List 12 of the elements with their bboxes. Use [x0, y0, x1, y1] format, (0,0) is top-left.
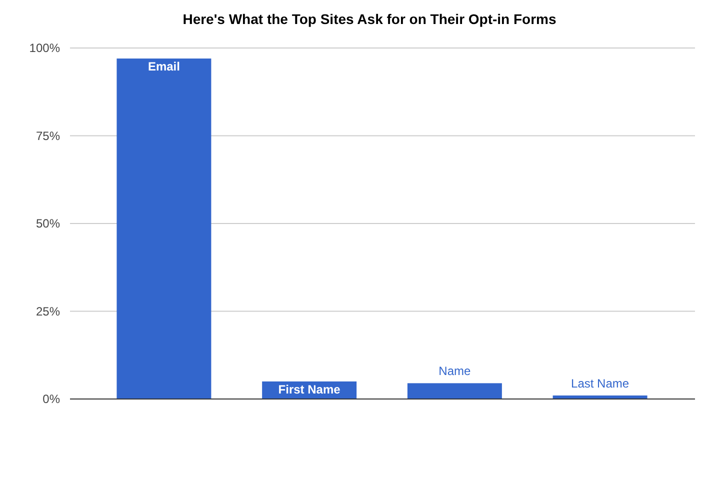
x-tick-label: Email	[148, 60, 180, 74]
x-tick-label: Name	[438, 364, 472, 378]
y-tick-label: 0%	[42, 392, 60, 406]
chart-title: Here's What the Top Sites Ask for on Their Opt-in Forms	[182, 11, 556, 27]
y-tick-label: 50%	[36, 216, 60, 231]
y-tick-label: 100%	[29, 41, 60, 56]
y-tick-label: 25%	[36, 304, 60, 318]
y-tick-label: 75%	[36, 128, 60, 143]
x-tick-label: First Name	[278, 382, 341, 396]
x-tick-label: Last Name	[571, 376, 630, 390]
bar	[116, 58, 212, 399]
bar	[407, 383, 502, 399]
